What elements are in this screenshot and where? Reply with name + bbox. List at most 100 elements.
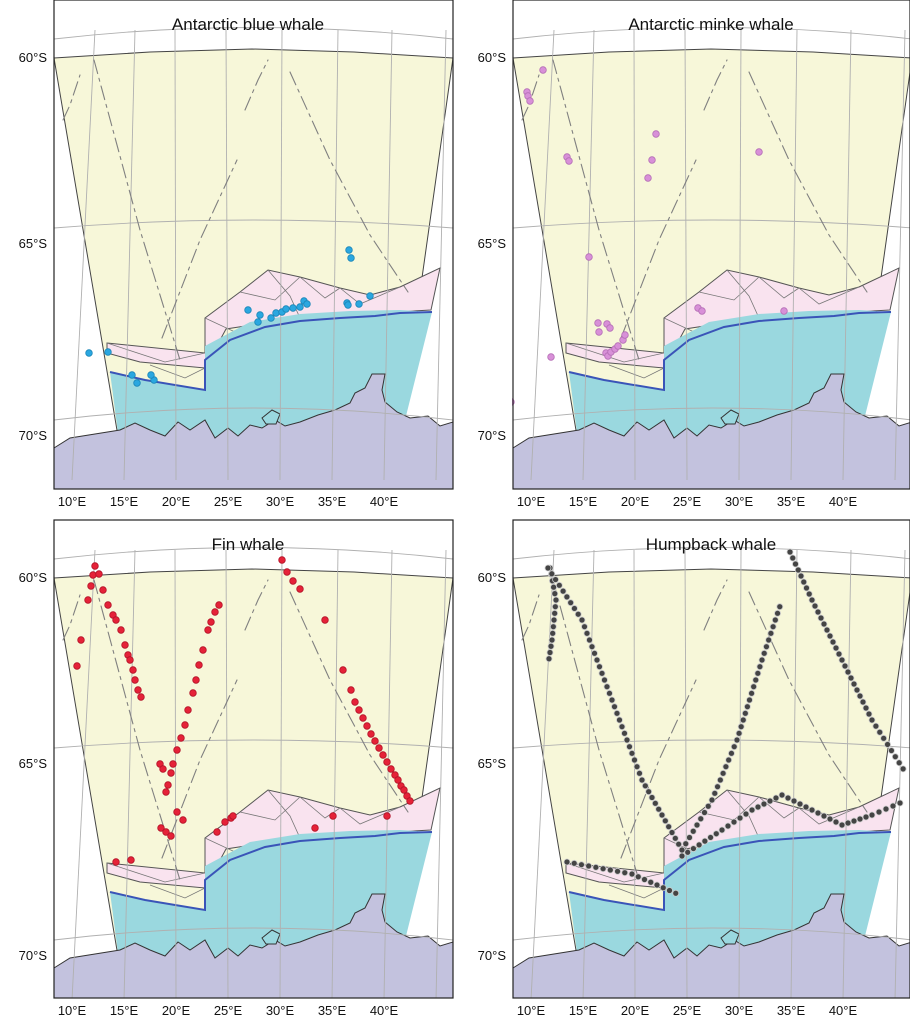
sighting-point (750, 683, 758, 691)
sighting-point (215, 601, 223, 609)
sighting-point (889, 802, 897, 810)
sighting-point (131, 676, 139, 684)
sighting-point (701, 837, 709, 845)
sighting-point (559, 587, 567, 595)
island (261, 929, 281, 945)
sighting-point (728, 749, 735, 757)
latitude-label: 65°S (478, 756, 507, 771)
longitude-gridline (174, 549, 177, 998)
sighting-point (733, 736, 741, 744)
sighting-point (272, 309, 280, 317)
sighting-point (648, 794, 656, 801)
sighting-point (366, 292, 374, 300)
sighting-point (735, 729, 743, 737)
sighting-point (746, 696, 753, 704)
sighting-point (394, 776, 402, 784)
sighting-point (73, 662, 81, 670)
survey-track (703, 579, 728, 631)
sighting-point (84, 596, 92, 604)
longitude-gridline (435, 29, 447, 481)
survey-track (552, 579, 640, 881)
sighting-point (229, 812, 237, 820)
sighting-point (296, 303, 304, 311)
survey-track (620, 159, 697, 339)
sighting-point (549, 623, 557, 631)
map-area (512, 0, 910, 489)
map-area (512, 520, 910, 998)
panel-frame (512, 0, 910, 490)
sighting-point (207, 618, 215, 626)
sighting-point (742, 810, 750, 818)
longitude-gridline (71, 549, 96, 998)
survey-track (62, 74, 81, 121)
sighting-point (169, 760, 177, 768)
sighting-point (820, 620, 828, 628)
sighting-point (574, 610, 582, 618)
sighting-point (784, 794, 792, 802)
survey-track (161, 159, 238, 339)
survey-track (703, 59, 728, 111)
survey-track (620, 679, 697, 859)
longitude-gridline (790, 29, 798, 481)
zone-boundary (267, 269, 301, 319)
sighting-point (714, 783, 721, 791)
sighting-point (213, 828, 221, 836)
sighting-point (199, 646, 207, 654)
longitude-label: 25°E (673, 1003, 702, 1018)
longitude-label: 40°E (370, 494, 399, 509)
sighting-point (99, 586, 107, 594)
longitude-gridline (174, 29, 177, 481)
sighting-point (256, 311, 264, 319)
sighting-point (406, 797, 414, 805)
sighting-point (718, 826, 726, 834)
latitude-label: 70°S (478, 428, 507, 443)
shelf-front-line (109, 831, 433, 912)
longitude-label: 30°E (266, 494, 295, 509)
zone-boundary (106, 862, 206, 883)
sighting-point (578, 616, 586, 624)
sighting-point (872, 722, 880, 730)
sighting-point (844, 819, 852, 827)
sightings-layer (85, 246, 374, 387)
sighting-point (278, 556, 286, 564)
sighting-point (162, 788, 170, 796)
sighting-point (832, 644, 840, 652)
sighting-point (104, 601, 112, 609)
sighting-point (826, 632, 834, 640)
sighting-point (127, 856, 135, 864)
sighting-point (748, 806, 756, 814)
map-panel: Antarctic minke whale 60°S 65°S 70°S 10°E 15°… (478, 0, 910, 509)
sighting-point (666, 887, 673, 894)
sighting-point (850, 680, 858, 688)
sighting-point (204, 626, 212, 634)
longitude-label: 20°E (621, 494, 650, 509)
sighting-point (623, 736, 631, 744)
survey-track (521, 74, 540, 121)
sighting-point (351, 698, 359, 706)
sighting-point (618, 723, 626, 731)
sighting-point (760, 800, 768, 808)
sighting-point (173, 746, 181, 754)
sighting-point (771, 616, 779, 624)
sighting-point (636, 769, 643, 777)
sighting-point (267, 314, 275, 322)
longitude-label: 30°E (725, 1003, 754, 1018)
map-panel: Fin whale 60°S 65°S 70°S 10°E 15°E 20°E 25°E 30°… (19, 519, 454, 1018)
longitude-gridline (633, 29, 636, 481)
map-panel: Humpback whale 60°S 65°S 70°S 10°E 15°E 20°E 25… (478, 519, 910, 1018)
longitude-gridline (894, 549, 906, 998)
sighting-point (548, 636, 556, 644)
sightings-layer (73, 556, 414, 866)
sighting-point (634, 873, 642, 881)
longitude-gridline (225, 549, 229, 998)
sighting-point (129, 666, 137, 674)
sighting-point (181, 721, 189, 729)
sighting-point (89, 571, 97, 579)
sighting-point (704, 802, 712, 810)
sighting-point (603, 683, 611, 691)
sighting-point (850, 817, 858, 825)
sighting-point (282, 305, 290, 313)
sighting-point (289, 304, 297, 312)
longitude-label: 35°E (318, 1003, 347, 1018)
sighting-point (796, 800, 804, 808)
